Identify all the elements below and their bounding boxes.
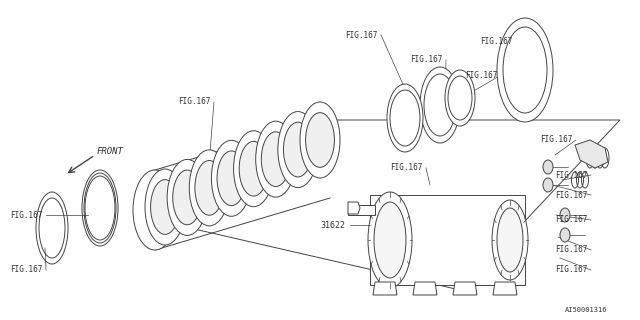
- Ellipse shape: [284, 122, 312, 177]
- Ellipse shape: [36, 192, 68, 264]
- Ellipse shape: [424, 74, 456, 136]
- Ellipse shape: [445, 70, 475, 126]
- Ellipse shape: [85, 176, 115, 240]
- Text: AI50001316: AI50001316: [565, 307, 607, 313]
- Ellipse shape: [560, 228, 570, 242]
- Ellipse shape: [150, 180, 179, 234]
- Ellipse shape: [374, 202, 406, 278]
- Ellipse shape: [278, 112, 318, 188]
- Ellipse shape: [390, 90, 420, 146]
- Text: FIG.167: FIG.167: [410, 55, 442, 65]
- Ellipse shape: [211, 140, 252, 216]
- Text: FIG.167: FIG.167: [540, 135, 572, 145]
- Polygon shape: [370, 195, 525, 285]
- Ellipse shape: [82, 170, 118, 246]
- Text: FIG.167: FIG.167: [555, 190, 588, 199]
- Text: FIG.167: FIG.167: [555, 245, 588, 254]
- Ellipse shape: [420, 67, 460, 143]
- Ellipse shape: [133, 170, 177, 250]
- Ellipse shape: [448, 76, 472, 120]
- Text: FIG.167: FIG.167: [480, 37, 513, 46]
- Ellipse shape: [560, 208, 570, 222]
- Text: 31622: 31622: [320, 220, 345, 229]
- Text: FIG.167: FIG.167: [390, 164, 422, 172]
- Ellipse shape: [497, 208, 523, 272]
- Text: FIG.167: FIG.167: [555, 171, 588, 180]
- Text: FIG.167: FIG.167: [10, 266, 42, 275]
- Ellipse shape: [492, 200, 528, 280]
- Text: FRONT: FRONT: [97, 148, 124, 156]
- Ellipse shape: [234, 131, 273, 207]
- Text: FIG.167: FIG.167: [555, 266, 588, 275]
- Ellipse shape: [503, 27, 547, 113]
- Polygon shape: [413, 282, 437, 295]
- Ellipse shape: [306, 113, 334, 167]
- Text: FIG.167: FIG.167: [10, 211, 42, 220]
- Text: FIG.167: FIG.167: [345, 30, 378, 39]
- Text: FIG.167: FIG.167: [465, 70, 497, 79]
- Text: FIG.167: FIG.167: [555, 215, 588, 225]
- Ellipse shape: [497, 18, 553, 122]
- Ellipse shape: [239, 141, 268, 196]
- Ellipse shape: [368, 192, 412, 288]
- Ellipse shape: [261, 132, 290, 187]
- Ellipse shape: [39, 198, 65, 258]
- Ellipse shape: [217, 151, 246, 206]
- Polygon shape: [348, 205, 375, 215]
- Ellipse shape: [173, 170, 202, 225]
- Ellipse shape: [300, 102, 340, 178]
- Polygon shape: [348, 202, 360, 214]
- Ellipse shape: [543, 160, 553, 174]
- Polygon shape: [155, 120, 620, 290]
- Ellipse shape: [543, 178, 553, 192]
- Ellipse shape: [167, 159, 207, 236]
- Ellipse shape: [256, 121, 296, 197]
- Text: FIG.167: FIG.167: [178, 98, 211, 107]
- Polygon shape: [373, 282, 397, 295]
- Ellipse shape: [189, 150, 229, 226]
- Ellipse shape: [387, 84, 423, 152]
- Ellipse shape: [145, 169, 185, 245]
- Polygon shape: [575, 140, 608, 168]
- Polygon shape: [493, 282, 517, 295]
- Polygon shape: [453, 282, 477, 295]
- Ellipse shape: [195, 161, 224, 215]
